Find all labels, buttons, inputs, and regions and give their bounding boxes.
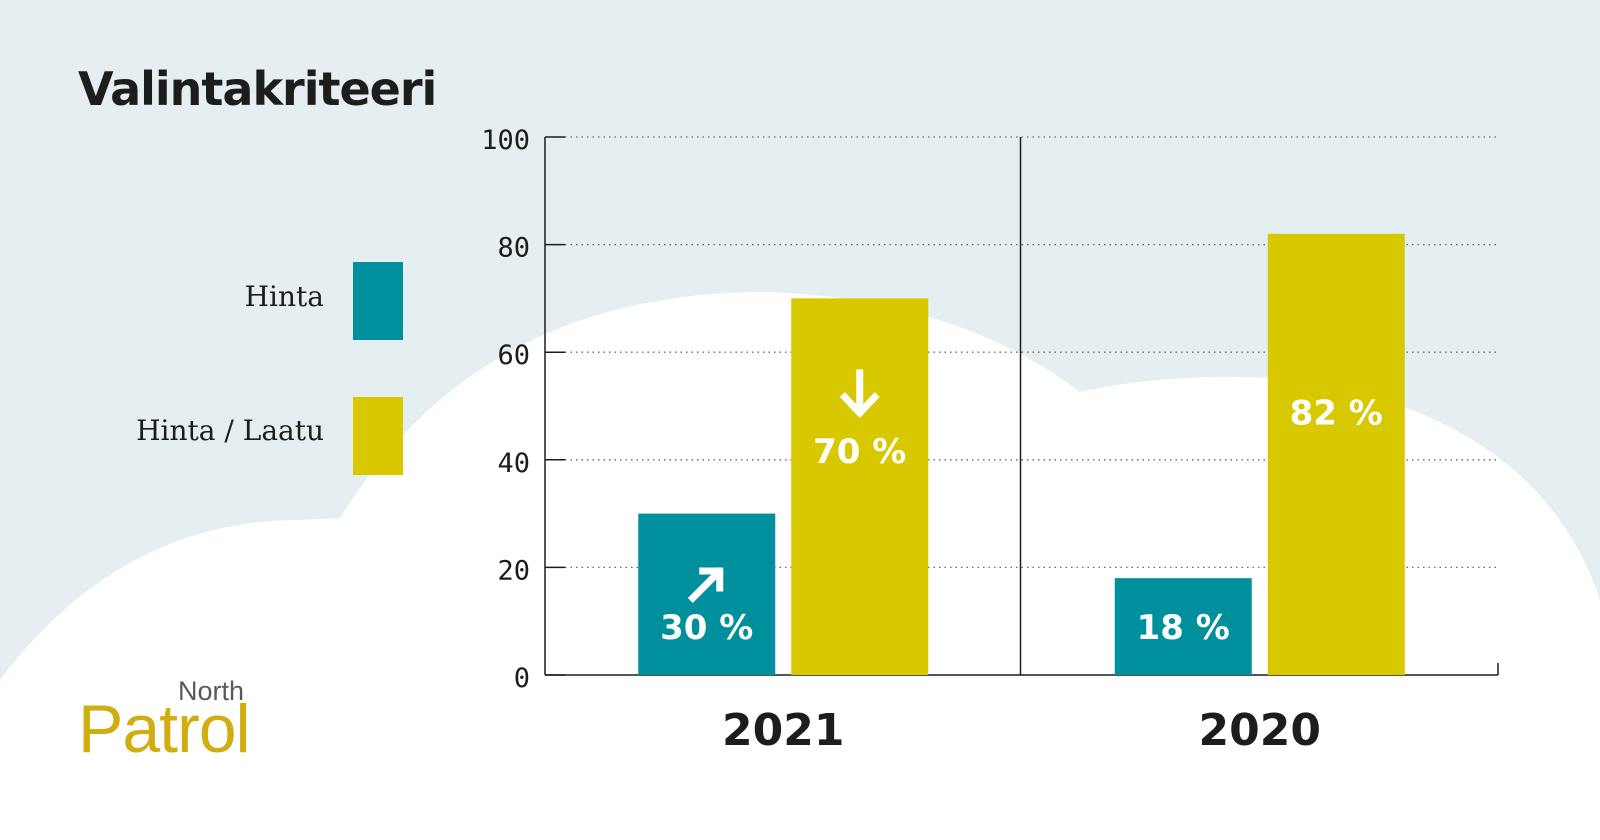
y-tick-label-60: 60 [497,340,530,371]
data-label-hinta-2021: 30 % [660,608,753,648]
bar-hinta-laatu-2021 [791,298,929,675]
data-label-hinta-laatu-2021: 70 % [813,432,906,472]
legend-label-hinta-laatu: Hinta / Laatu [136,414,324,447]
y-tick-label-80: 80 [497,233,530,264]
data-label-hinta-2020: 18 % [1137,608,1230,648]
legend-swatch-hinta-laatu [353,397,403,475]
logo-patrol-text: Patrol [78,691,251,767]
legend-label-hinta: Hinta [244,280,324,313]
data-label-hinta-laatu-2020: 82 % [1290,393,1383,433]
y-tick-label-0: 0 [514,663,530,694]
y-tick-label-20: 20 [497,555,530,586]
logo-north-text: North [178,676,245,706]
legend-swatch-hinta [353,262,403,340]
bar-hinta-2020 [1114,578,1252,675]
y-tick-label-100: 100 [481,125,530,156]
category-label-2021: 2021 [722,705,844,756]
y-tick-label-40: 40 [497,448,530,479]
chart-title: Valintakriteeri [78,62,437,116]
category-label-2020: 2020 [1199,705,1321,756]
arrow-up-right-icon [687,567,724,603]
arrow-down-icon [839,369,880,419]
bar-hinta-laatu-2020 [1267,233,1405,675]
bar-hinta-2021 [638,513,776,675]
